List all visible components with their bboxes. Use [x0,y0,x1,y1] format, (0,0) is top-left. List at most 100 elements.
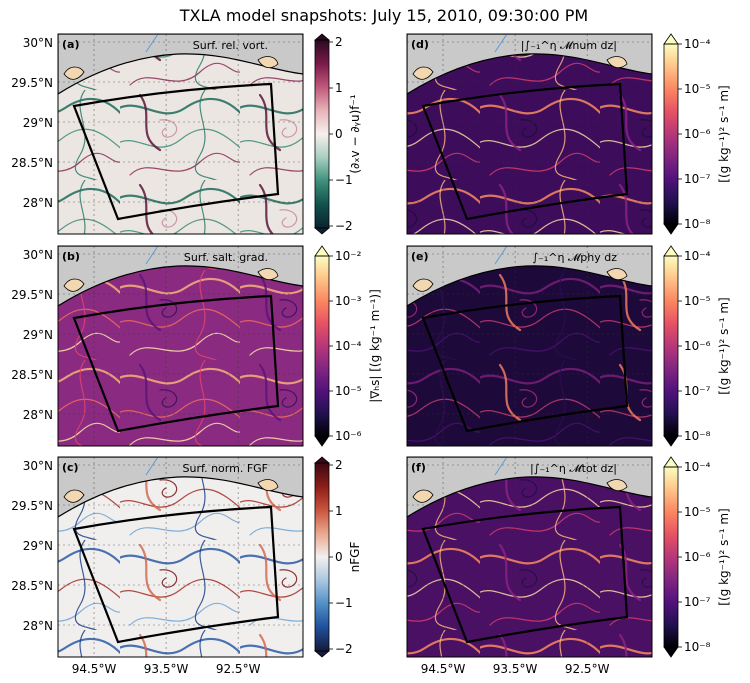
panel-title: |∫₋₁^η 𝓜tot dz| [530,462,617,475]
panel-title: Surf. norm. FGF [183,462,268,475]
river [494,34,508,53]
colorbar-tick-label: 10⁻⁸ [684,217,711,231]
lat-tick-label: 28°N [23,619,53,633]
river [145,34,159,53]
analysis-box [421,82,629,221]
lat-tick-label: 29.5°N [11,499,53,513]
colorbar-tick-label: 10⁻⁴ [335,339,362,353]
colorbar-gradient [315,256,329,436]
map-frame [406,245,653,447]
lat-tick-label: 30°N [23,248,53,262]
colorbar: 10⁻⁴ 10⁻⁵ 10⁻⁶ 10⁻⁷ 10⁻⁸ [(g kg⁻¹)² s⁻¹ m] [663,456,731,658]
panel-b: (b) Surf. salt. grad. 30°N 29.5°N 29°N 28.5°N… [11,245,382,447]
colorbar-tick-label: 0 [335,550,343,564]
colorbar-label: [(g kg⁻¹)² s⁻¹ m] [717,508,731,605]
lon-tick-label: 94.5°W [72,662,117,676]
colorbar-gradient [664,256,678,436]
lat-tick-label: 30°N [23,36,53,50]
bay [606,479,628,492]
bay [257,479,279,492]
land [407,457,652,518]
panels-group: (a) Surf. rel. vort. 30°N 29.5°N 29°N 28.5°N 2… [11,33,731,676]
bay [606,268,628,281]
colorbar-tick-label: 10⁻⁸ [684,429,711,443]
colorbar-extend-top [663,245,679,257]
colorbar: 2 1 0 −1 −2 (∂ₓv − ∂ᵧu)f⁻¹ [313,33,362,235]
colorbar-tick-label: 10⁻⁴ [684,460,711,474]
colorbar-label: (∂ₓv − ∂ᵧu)f⁻¹ [348,94,362,174]
colorbar-extend-bottom [663,646,679,658]
colorbar-gradient [315,40,329,228]
lon-tick-label: 93.5°W [493,662,538,676]
colorbar-tick-label: 10⁻⁵ [684,294,711,308]
analysis-box [72,294,280,433]
colorbar-extend-top [663,456,679,468]
colorbar-label: |∇ₕs| [(g kg⁻¹ m⁻¹)] [368,289,382,403]
analysis-box [421,294,629,433]
colorbar-extend-bottom [313,227,331,235]
panel-tag: (e) [411,250,429,263]
analysis-box [72,505,280,644]
colorbar: 10⁻⁴ 10⁻⁵ 10⁻⁶ 10⁻⁷ 10⁻⁸ [(g kg⁻¹)² s⁻¹ m] [663,245,731,447]
colorbar-extend-bottom [663,223,679,235]
colorbar-gradient [664,467,678,647]
lat-tick-label: 29.5°N [11,288,53,302]
map-frame [57,33,304,235]
colorbar-tick-label: 10⁻⁵ [335,384,362,398]
colorbar-tick-label: 2 [335,458,343,472]
colorbar-extend-top [663,33,679,45]
colorbar-tick-label: 10⁻² [335,249,362,263]
colorbar-gradient [664,44,678,224]
lat-tick-label: 28°N [23,408,53,422]
bay [412,66,434,80]
river [494,246,508,265]
colorbar-tick-label: 10⁻⁶ [684,550,711,564]
colorbar: 2 1 0 −1 −2 nFGF [313,456,362,658]
land [407,246,652,307]
lon-tick-label: 94.5°W [421,662,466,676]
lat-tick-label: 29°N [23,116,53,130]
bay [412,278,434,292]
colorbar-tick-label: 10⁻⁷ [684,595,711,609]
colorbar: 10⁻⁴ 10⁻⁵ 10⁻⁶ 10⁻⁷ 10⁻⁸ [(g kg⁻¹)² s⁻¹ m] [663,33,731,235]
panel-tag: (b) [62,250,80,263]
lat-tick-label: 30°N [23,459,53,473]
lat-tick-label: 29°N [23,328,53,342]
colorbar-tick-label: 10⁻³ [335,294,362,308]
colorbar-tick-label: 10⁻⁴ [684,37,711,51]
colorbar-label: [(g kg⁻¹)² s⁻¹ m] [717,85,731,182]
colorbar-tick-label: 10⁻⁷ [684,384,711,398]
colorbar-extend-bottom [314,435,330,447]
bay [63,278,85,292]
panel-title: Surf. rel. vort. [193,39,268,52]
colorbar-tick-label: 2 [335,35,343,49]
panel-a: (a) Surf. rel. vort. 30°N 29.5°N 29°N 28.5°N 2… [11,33,362,235]
colorbar-extend-top [314,245,330,257]
panel-e: (e) ∫₋₁^η 𝓜phy dz 10⁻⁴ 10⁻⁵ 10⁻⁶ 10⁻⁷ 10⁻⁸ [(g … [406,245,731,447]
map-area [407,246,652,446]
panel-d: (d) |∫₋₁^η 𝓜num dz| 10⁻⁴ 10⁻⁵ 10⁻⁶ 10⁻⁷ 10⁻⁸ [(… [406,33,731,235]
bay [63,489,85,503]
map-frame [57,456,304,658]
lat-tick-label: 28.5°N [11,368,53,382]
river [145,246,159,265]
lat-tick-label: 28.5°N [11,579,53,593]
colorbar: 10⁻² 10⁻³ 10⁻⁴ 10⁻⁵ 10⁻⁶ |∇ₕs| [(g kg⁻¹ m⁻¹)] [314,245,382,447]
map-area [58,34,303,234]
bay [63,66,85,80]
river [145,457,159,476]
colorbar-tick-label: 10⁻⁴ [684,249,711,263]
panel-title: ∫₋₁^η 𝓜phy dz [532,251,617,264]
colorbar-tick-label: −1 [335,596,353,610]
colorbar-extend-bottom [663,435,679,447]
lat-tick-label: 29°N [23,539,53,553]
colorbar-tick-label: −2 [335,219,353,233]
analysis-box [72,82,280,221]
land [407,34,652,95]
bay [606,56,628,69]
panel-tag: (d) [411,38,429,51]
colorbar-tick-label: 10⁻⁸ [684,640,711,654]
panel-tag: (f) [411,461,426,474]
map-area [407,457,652,657]
map-frame [406,456,653,658]
